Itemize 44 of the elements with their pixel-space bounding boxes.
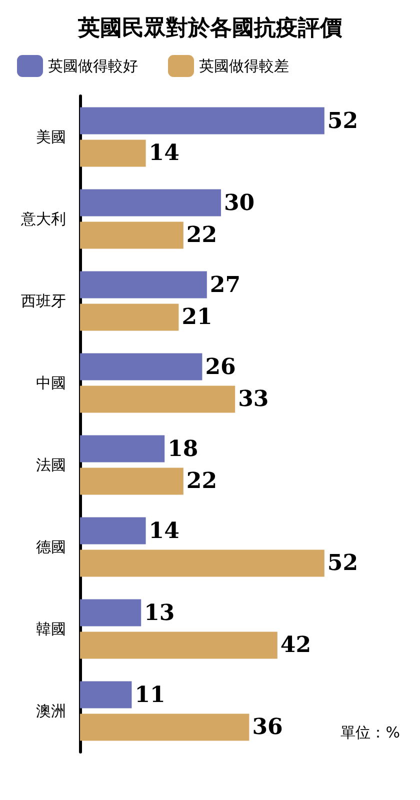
data-label: 30 <box>224 190 255 216</box>
y-tick-label: 美國 <box>36 128 66 146</box>
data-label: 18 <box>168 436 198 462</box>
bar <box>80 599 142 626</box>
data-label: 21 <box>182 304 212 330</box>
bar <box>80 632 278 659</box>
data-label: 36 <box>252 714 283 740</box>
y-tick-label: 德國 <box>36 538 66 556</box>
bar <box>80 517 146 544</box>
bar <box>80 550 324 577</box>
data-label: 11 <box>134 682 166 708</box>
text: 單位：% <box>340 724 400 742</box>
y-tick-label: 澳洲 <box>36 702 66 720</box>
bar <box>80 140 146 167</box>
data-label: 22 <box>186 222 218 248</box>
bar <box>80 386 236 413</box>
data-label: 14 <box>148 518 180 544</box>
data-label: 27 <box>210 272 241 298</box>
bar <box>80 468 184 495</box>
legend-label: 英國做得較差 <box>199 57 289 75</box>
data-label: 22 <box>186 468 218 494</box>
bar <box>80 189 221 216</box>
bar <box>80 714 250 741</box>
y-tick-label: 西班牙 <box>21 292 66 310</box>
y-tick-label: 韓國 <box>36 620 66 638</box>
y-tick-label: 法國 <box>36 456 66 474</box>
data-label: 52 <box>327 550 358 576</box>
bar <box>80 107 324 134</box>
legend-label: 英國做得較好 <box>48 57 138 75</box>
bar <box>80 435 165 462</box>
data-label: 14 <box>148 140 180 166</box>
bar <box>80 271 207 298</box>
y-tick-label: 意大利 <box>20 210 66 228</box>
data-label: 33 <box>238 386 269 412</box>
bar <box>80 681 132 708</box>
data-label: 13 <box>144 600 175 626</box>
bar <box>80 222 184 249</box>
data-label: 52 <box>327 108 358 134</box>
chart-title: 英國民眾對於各國抗疫評價 <box>77 15 343 41</box>
bar <box>80 304 179 331</box>
data-label: 42 <box>280 632 312 658</box>
data-label: 26 <box>205 354 236 380</box>
y-tick-label: 中國 <box>36 374 66 392</box>
bar <box>80 353 202 380</box>
